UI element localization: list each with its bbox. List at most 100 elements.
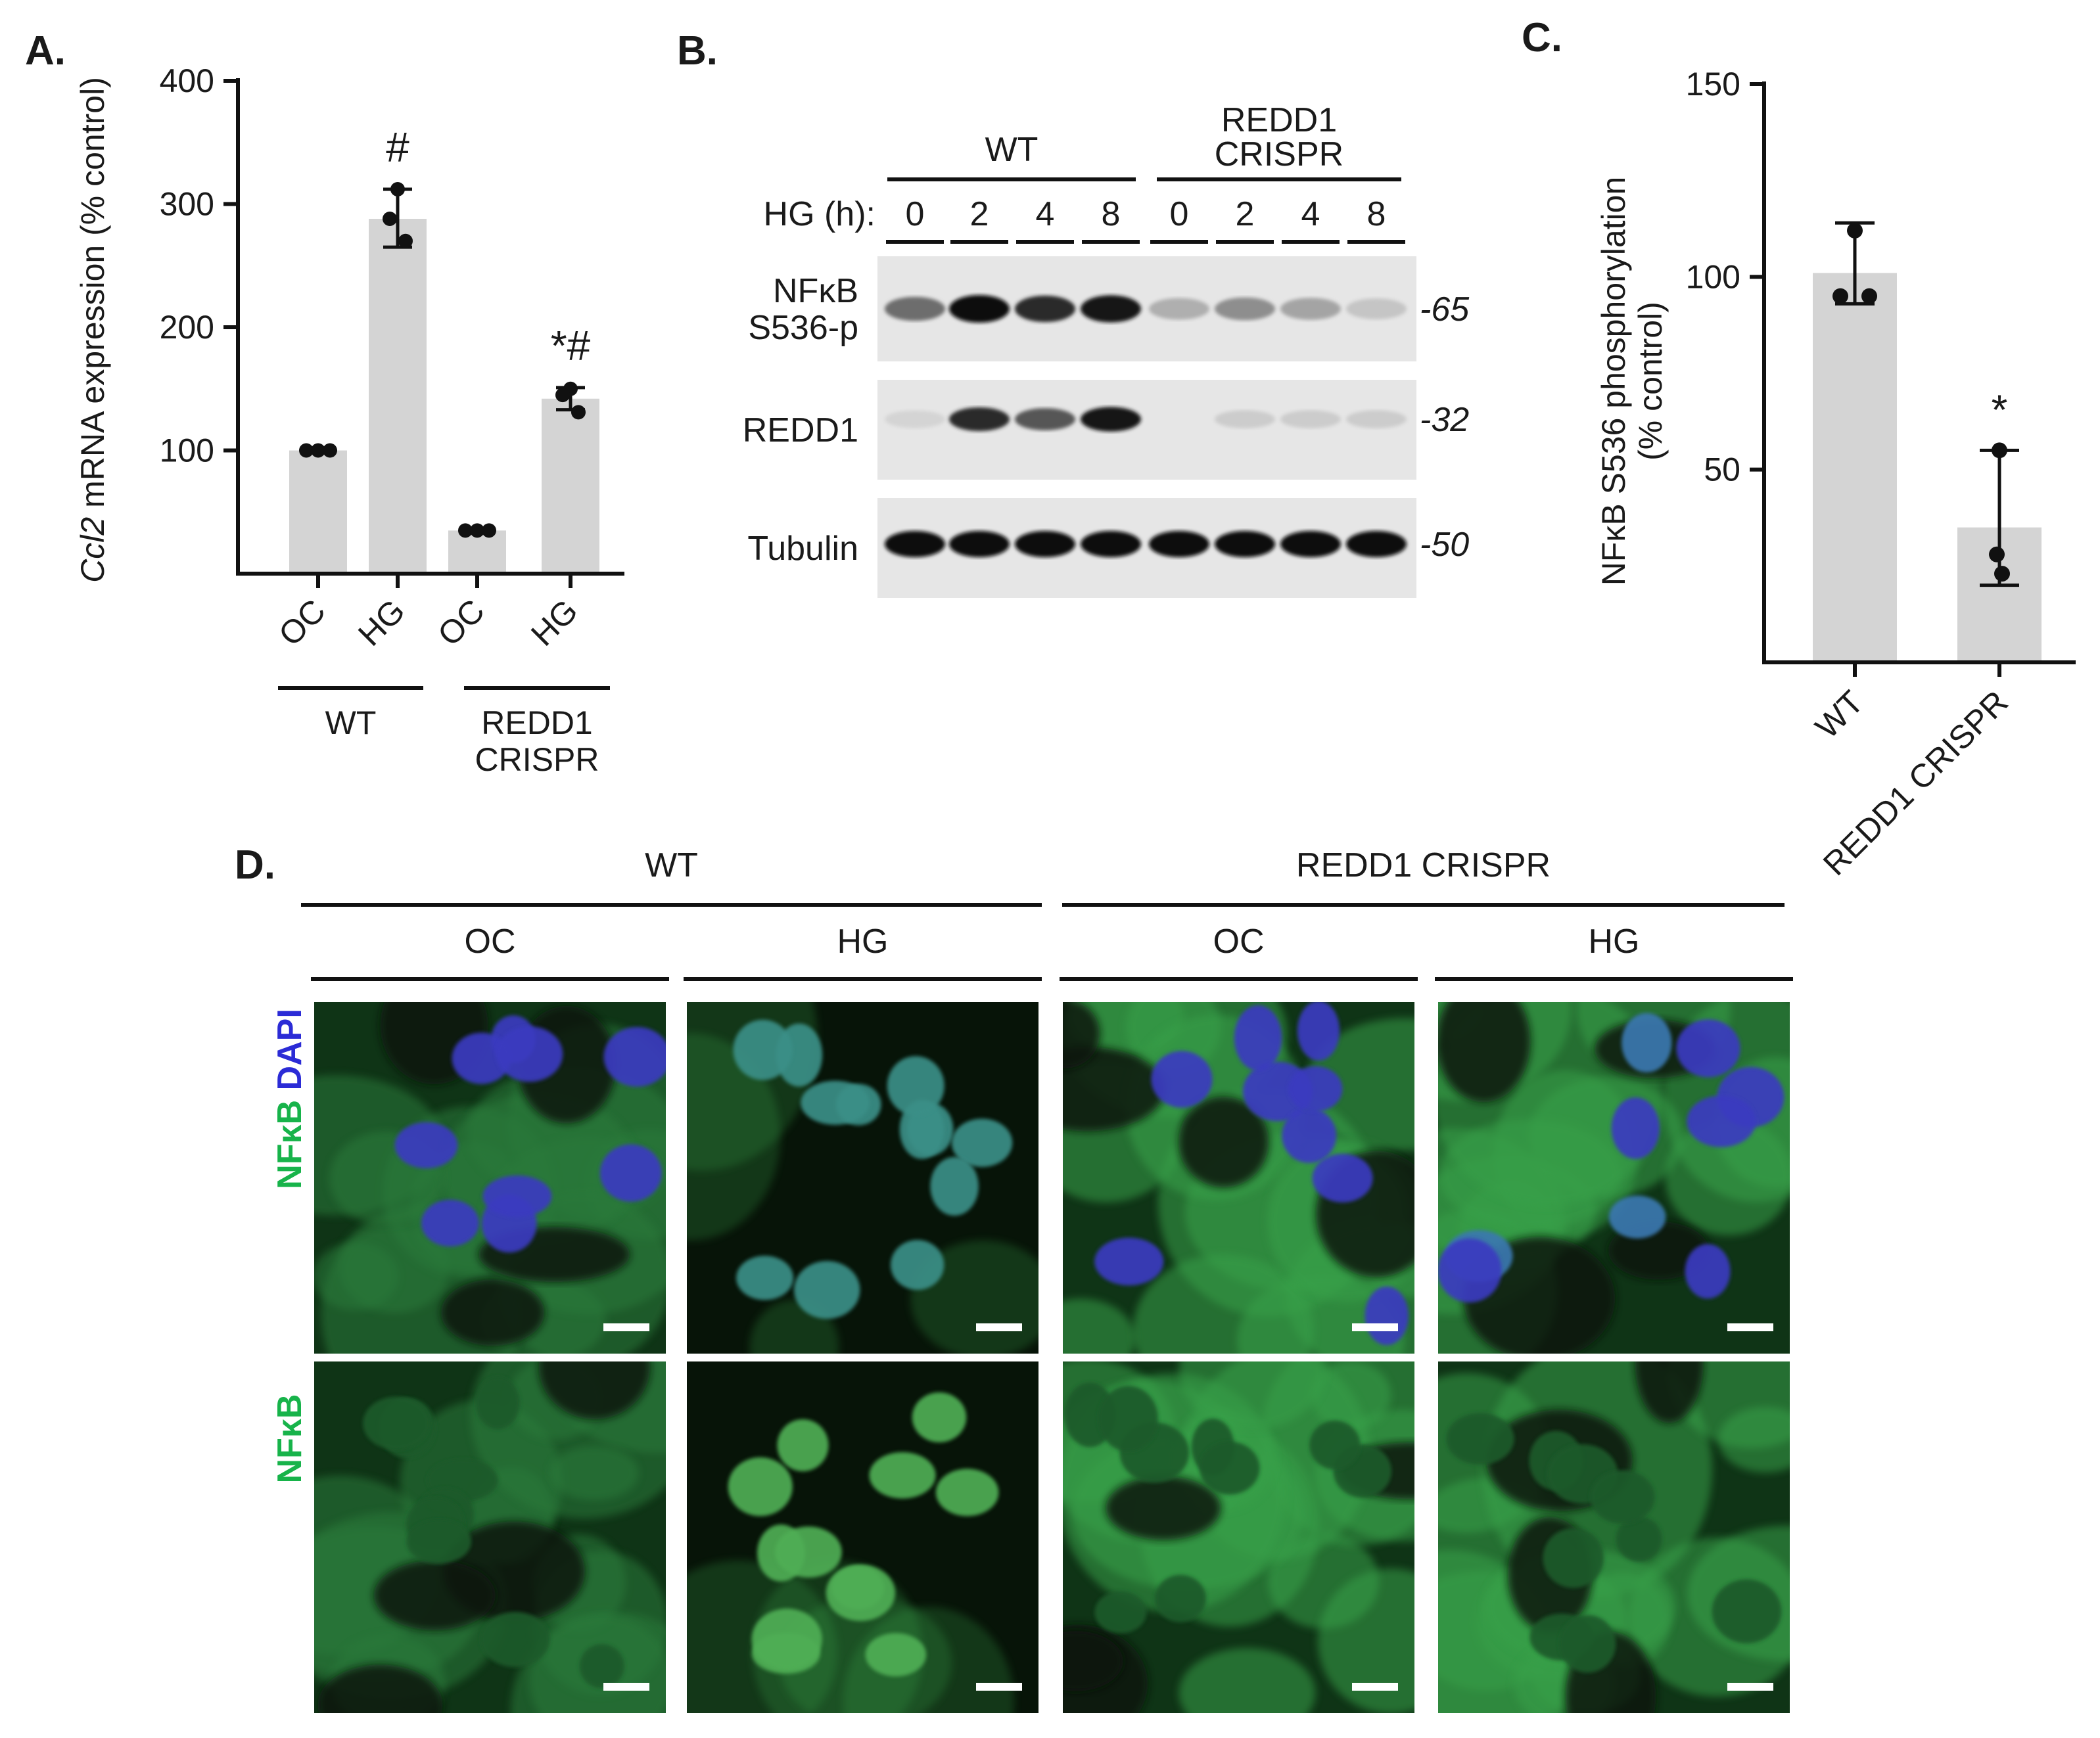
x-tick-label: HG (351, 592, 412, 653)
y-tick-label: 100 (1686, 258, 1740, 295)
nucleus (1288, 1066, 1343, 1112)
cell-free-region (1438, 1002, 1531, 1103)
panel-d-label: D. (235, 842, 275, 888)
micrograph-group-label: WT (645, 846, 698, 884)
y-tick-label: 150 (1686, 66, 1740, 103)
blot-timepoint-label: 2 (970, 195, 989, 233)
chart-c: NFκB S536 phosphorylation (% control) 50… (1595, 66, 2076, 882)
nucleus (935, 1469, 999, 1517)
scale-bar (603, 1683, 649, 1691)
nucleus (1309, 1420, 1361, 1470)
nucleus (736, 1256, 794, 1300)
nucleus (496, 1026, 563, 1082)
blot-row-label: S536-p (748, 309, 858, 347)
nucleus (1622, 1013, 1672, 1073)
bar (289, 450, 347, 574)
cell-free-region (1063, 1631, 1123, 1691)
nucleus (406, 1519, 472, 1564)
micrograph-panel (1063, 1361, 1414, 1713)
blot-band (949, 295, 1010, 323)
blot-band (1081, 295, 1141, 323)
nucleus (930, 1156, 979, 1216)
blot-row-label: Tubulin (747, 530, 858, 568)
blot-band (1149, 531, 1209, 557)
nucleus (777, 1419, 829, 1472)
nucleus (1282, 1108, 1337, 1163)
data-point (555, 388, 570, 403)
blot-band (1015, 295, 1075, 323)
micrograph-condition-label: OC (465, 923, 516, 961)
nucleus (826, 1564, 896, 1622)
blot-timepoint-label: 0 (1170, 195, 1189, 233)
blot-mw-label: -32 (1420, 401, 1469, 439)
blot-band (885, 531, 945, 557)
micrograph-channel-label: NFκB (271, 1394, 309, 1484)
data-point (470, 523, 484, 538)
scale-bar (1352, 1683, 1398, 1691)
data-point (311, 443, 325, 458)
nucleus (912, 1392, 967, 1443)
micrograph-condition-label: OC (1213, 923, 1265, 961)
micrograph-group-label: REDD1 CRISPR (1296, 846, 1551, 884)
nucleus (1616, 1516, 1662, 1562)
cell-free-region (1635, 1361, 1704, 1423)
cytoplasm-region (1063, 1298, 1136, 1354)
data-point (1832, 288, 1848, 304)
y-tick-label: 400 (160, 62, 214, 99)
blot-timepoint-label: 0 (906, 195, 925, 233)
nucleus (1094, 1237, 1164, 1286)
y-tick-label: 300 (160, 186, 214, 223)
significance-label: * (1992, 386, 2008, 433)
micrograph-panel (687, 1361, 1038, 1713)
blot-band (949, 407, 1010, 432)
blot-band (949, 531, 1010, 557)
cytoplasm-region (1178, 1361, 1326, 1430)
scale-bar (976, 1683, 1022, 1691)
nucleus (751, 1608, 822, 1670)
nucleus (1438, 1238, 1502, 1303)
blot-band (1346, 410, 1407, 428)
blot-band (1015, 408, 1075, 430)
blot-band (1346, 531, 1407, 557)
data-point (383, 212, 397, 226)
blot-timepoint-label: 8 (1367, 195, 1386, 233)
blot-band (1280, 531, 1341, 557)
cytoplasm-region (1318, 1568, 1414, 1713)
nucleus (1559, 1614, 1616, 1673)
nucleus (869, 1452, 936, 1499)
nucleus (793, 1261, 860, 1319)
nucleus (1365, 1286, 1409, 1346)
nucleus (1676, 1019, 1740, 1078)
bar (542, 398, 599, 574)
nucleus (1155, 1574, 1206, 1622)
significance-label: *# (551, 322, 591, 369)
nucleus (579, 1644, 624, 1689)
blot-mw-label: -65 (1420, 290, 1470, 329)
micrograph-panel (314, 1361, 666, 1713)
data-point (323, 443, 337, 458)
micrograph-panel (1438, 1002, 1790, 1354)
significance-label: # (386, 124, 409, 171)
nucleus (599, 1144, 662, 1202)
nucleus (394, 1122, 458, 1169)
nucleus (865, 1633, 927, 1677)
blot-strip (877, 380, 1416, 480)
blot-row-label: REDD1 (743, 411, 858, 449)
micrograph-panel (1438, 1361, 1790, 1713)
nucleus (1446, 1413, 1514, 1465)
cell-free-region (373, 1560, 496, 1631)
nucleus (363, 1396, 431, 1450)
group-label: WT (325, 704, 377, 741)
nucleus (887, 1056, 945, 1116)
micrograph-panel (314, 1002, 666, 1354)
chart-c-y-axis-label: NFκB S536 phosphorylation (1595, 177, 1632, 586)
chart-a: Ccl2 mRNA expression (% control) 100 200 3… (74, 62, 624, 778)
blot-band (1346, 298, 1407, 319)
nucleus (951, 1118, 1013, 1167)
nucleus (775, 1526, 842, 1578)
micrograph-condition-label: HG (837, 923, 889, 961)
